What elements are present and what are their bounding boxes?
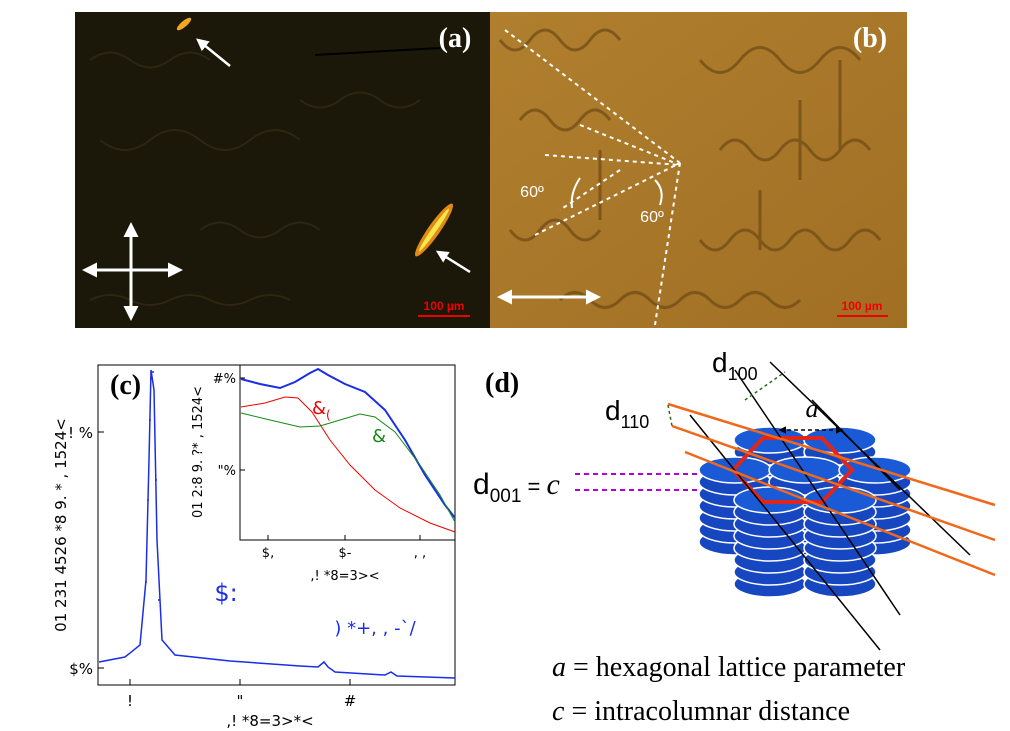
panel-label: (a) xyxy=(439,23,472,54)
scale-bar-label: 100 µm xyxy=(842,299,883,313)
text-part: = xyxy=(521,474,546,499)
inset: 01 2:8 9. ?* , 1524< #% "% $, $- , , ,! … xyxy=(191,365,455,584)
shape xyxy=(75,12,490,328)
text-part: & xyxy=(312,398,326,419)
y-tick-label: ! % xyxy=(68,424,93,442)
x-tick-label: " xyxy=(237,692,244,710)
x-tick-label: $, xyxy=(262,546,274,561)
spacing-label: d001 = c xyxy=(473,468,560,507)
annotation: ) *+, , -`/ xyxy=(334,618,416,639)
x-tick-label: # xyxy=(344,692,357,710)
panel-label: (b) xyxy=(853,23,887,54)
x-tick-label: , , xyxy=(414,546,426,561)
shape xyxy=(155,479,157,481)
spacing-label: d110 xyxy=(605,395,649,432)
y-tick-label: "% xyxy=(218,464,236,479)
text-part: = intracolumnar distance xyxy=(564,696,850,727)
x-tick-label: $- xyxy=(339,546,352,561)
shape xyxy=(668,405,672,426)
y-tick-label: $% xyxy=(69,660,93,678)
text-part: = hexagonal lattice parameter xyxy=(566,652,906,683)
text-part: d xyxy=(473,468,490,501)
columns xyxy=(699,427,911,597)
text-part: ( xyxy=(326,408,331,422)
panel-c: (c) 01 231 4526 *8 9. * , 1524< ! % $% !… xyxy=(52,365,455,730)
panel-a: (a) 100 µm xyxy=(75,12,490,328)
y-tick-label: #% xyxy=(213,372,236,387)
legend-entry: a = hexagonal lattice parameter xyxy=(552,652,906,683)
x-tick-label: ! xyxy=(127,692,133,710)
panel-d: (d) d100 d110 d001 = c a a = hexagonal l… xyxy=(473,347,995,727)
text-part: c xyxy=(552,696,565,727)
shape xyxy=(158,599,160,601)
lattice-symbol: a xyxy=(806,394,819,423)
x-axis-label: ,! *8=3>*< xyxy=(226,712,313,730)
text-part: 001 xyxy=(490,486,522,507)
figure: (a) 100 µm (b) 60º 60º 100 µm xyxy=(0,0,1010,731)
y-axis-label: 01 231 4526 *8 9. * , 1524< xyxy=(52,418,70,632)
angle-label: 60º xyxy=(520,184,544,201)
shape xyxy=(240,365,455,540)
text-part: 110 xyxy=(621,412,650,432)
text-part: 100 xyxy=(728,364,758,384)
angle-label: 60º xyxy=(640,209,664,226)
peak-label: & xyxy=(372,426,386,447)
panel-b: (b) 60º 60º 100 µm xyxy=(490,12,907,328)
legend-entry: c = intracolumnar distance xyxy=(552,696,850,727)
disc xyxy=(769,457,841,483)
shape xyxy=(145,581,147,583)
shape xyxy=(149,419,151,421)
text-part: a xyxy=(552,652,566,683)
y-axis-label: 01 2:8 9. ?* , 1524< xyxy=(191,386,206,518)
shape xyxy=(575,474,700,490)
panel-label: (d) xyxy=(485,368,519,399)
annotation: $: xyxy=(214,579,237,607)
spacing-label: d100 xyxy=(712,347,758,384)
panel-label: (c) xyxy=(110,370,141,401)
x-axis-label: ,! *8=3>< xyxy=(310,569,379,584)
text-part: c xyxy=(546,468,559,501)
scale-bar-label: 100 µm xyxy=(424,299,465,313)
shape xyxy=(490,12,907,328)
shape xyxy=(152,371,154,373)
text-part: d xyxy=(712,347,728,378)
text-part: d xyxy=(605,395,621,426)
shape xyxy=(147,499,149,501)
